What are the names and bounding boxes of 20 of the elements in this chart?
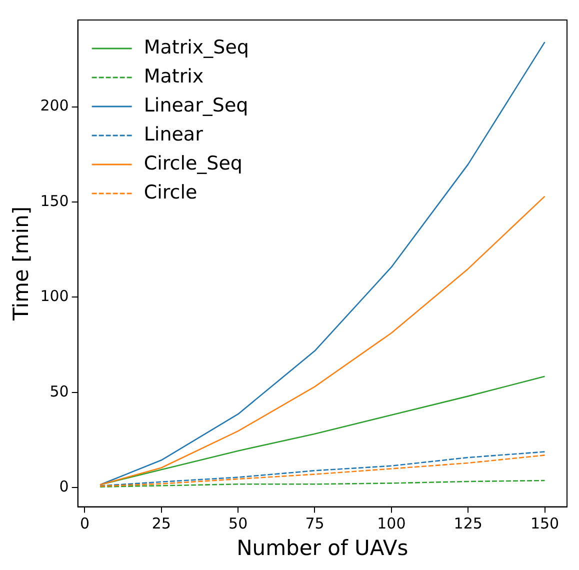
x-axis-title: Number of UAVs	[236, 536, 408, 560]
y-tick-label: 0	[59, 477, 69, 496]
legend-label: Circle	[144, 181, 198, 204]
x-tick-label: 0	[80, 514, 90, 533]
legend-label: Circle_Seq	[144, 152, 242, 174]
legend-label: Linear_Seq	[144, 94, 248, 116]
x-tick-label: 100	[377, 514, 406, 533]
x-tick-label: 25	[152, 514, 171, 533]
legend-label: Matrix	[144, 65, 204, 88]
legend-label: Linear	[144, 123, 204, 146]
x-tick-label: 75	[305, 514, 324, 533]
y-tick-label: 50	[50, 382, 69, 400]
y-tick-label: 200	[40, 96, 69, 115]
legend-label: Matrix_Seq	[144, 36, 249, 58]
x-tick-label: 150	[530, 514, 560, 533]
y-tick-label: 150	[40, 192, 69, 210]
y-tick-label: 100	[40, 287, 69, 306]
y-axis-title: Time [min]	[9, 206, 34, 322]
x-tick-label: 125	[454, 514, 482, 533]
x-tick-label: 50	[228, 514, 248, 533]
